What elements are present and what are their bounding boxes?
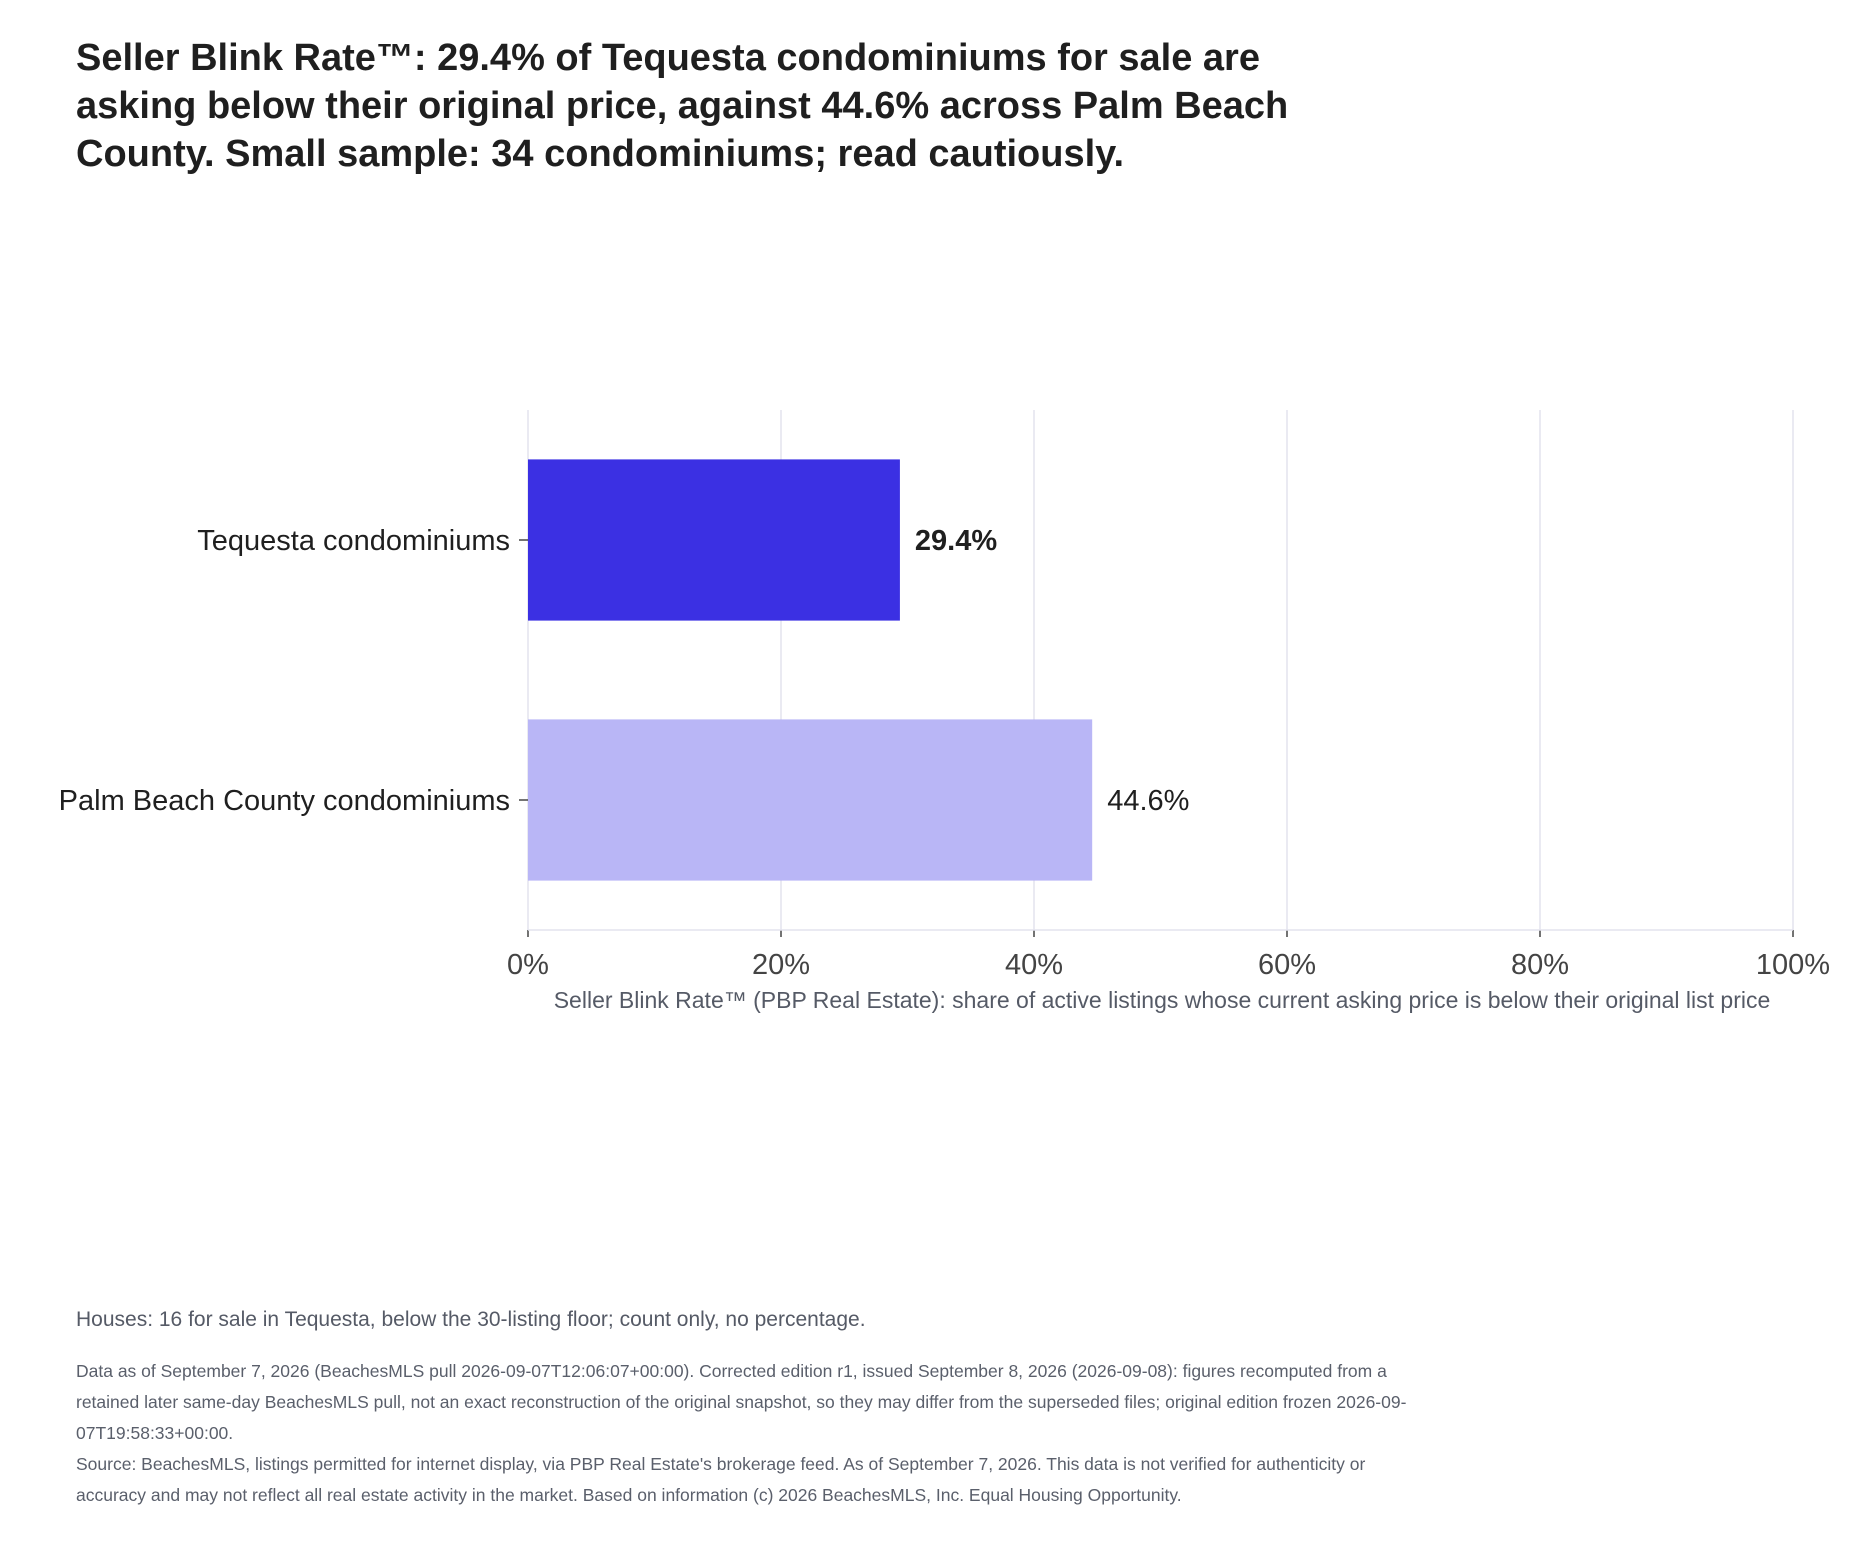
- bar-tequesta: [528, 459, 900, 621]
- bar-palm-beach-county: [528, 719, 1093, 881]
- category-label: Palm Beach County condominiums: [59, 785, 510, 817]
- data-note: Data as of September 7, 2026 (BeachesMLS…: [76, 1361, 1407, 1443]
- source-note: Source: BeachesMLS, listings permitted f…: [76, 1454, 1366, 1505]
- x-tick-label: 0%: [507, 949, 549, 981]
- x-tick-label: 40%: [1005, 949, 1063, 981]
- x-tick-label: 100%: [1756, 949, 1830, 981]
- bars: 29.4% 44.6%: [528, 459, 1189, 881]
- value-label: 44.6%: [1107, 785, 1189, 817]
- fine-print: Data as of September 7, 2026 (BeachesMLS…: [76, 1356, 1416, 1511]
- x-tick-label: 20%: [752, 949, 810, 981]
- x-tick-label: 60%: [1258, 949, 1316, 981]
- houses-footnote: Houses: 16 for sale in Tequesta, below t…: [76, 1308, 866, 1331]
- x-axis-title: Seller Blink Rate™ (PBP Real Estate): sh…: [554, 987, 1771, 1013]
- x-tick-label: 80%: [1511, 949, 1569, 981]
- category-label: Tequesta condominiums: [197, 525, 510, 557]
- chart-title: Seller Blink Rate™: 29.4% of Tequesta co…: [76, 37, 1289, 175]
- axes: 0% 20% 40% 60% 80% 100% Tequesta condominiums P…: [59, 525, 1830, 981]
- value-label: 29.4%: [915, 525, 997, 557]
- bar-chart: 29.4% 44.6% 0% 20% 40% 60% 80% 100% Tequesta co…: [59, 410, 1830, 1013]
